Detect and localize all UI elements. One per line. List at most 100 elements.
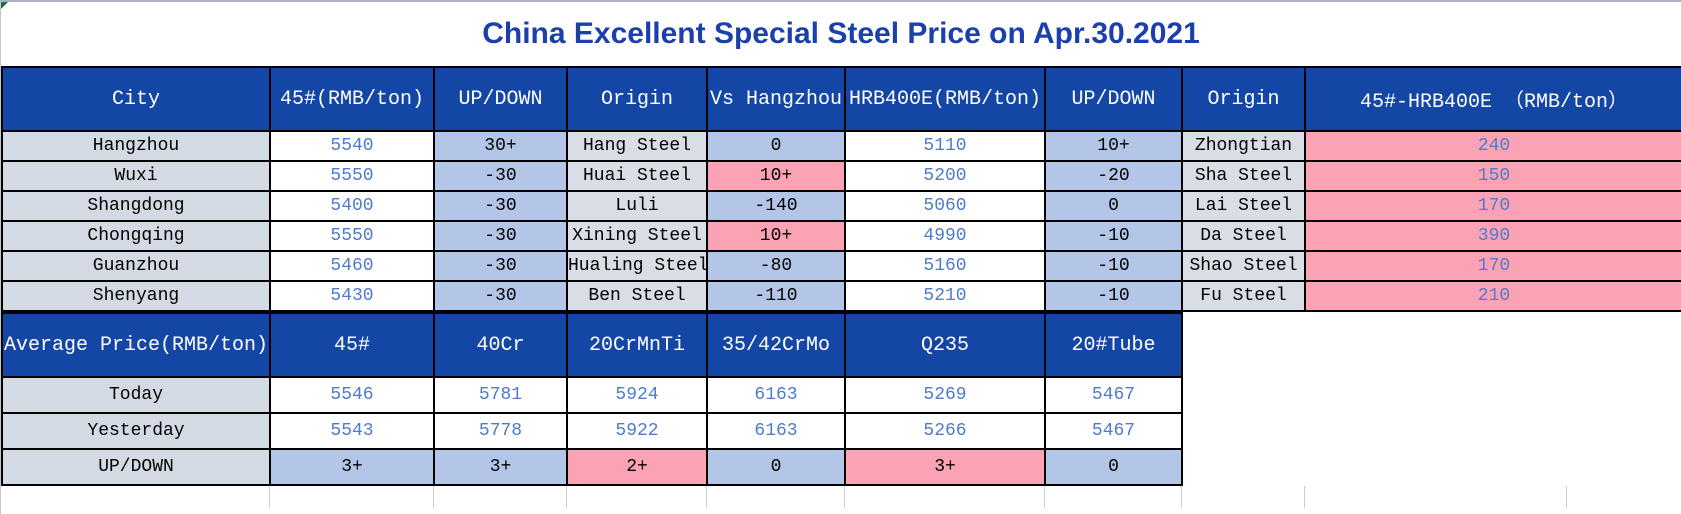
cell-vs-hangzhou: 10+: [706, 160, 846, 192]
gridline-stub: [706, 486, 707, 508]
header-grade-20crmnti: 20CrMnTi: [566, 312, 708, 378]
cell-origin-45: Huai Steel: [566, 160, 708, 192]
cell-origin-hrb400e: Lai Steel: [1181, 190, 1306, 222]
table-row-updown: UP/DOWN 3+ 3+ 2+ 0 3+ 0: [1, 448, 1183, 486]
header-grade-q235: Q235: [844, 312, 1046, 378]
cell-avg-updown: 3+: [433, 448, 568, 486]
gridline-stub: [1566, 486, 1567, 508]
cell-45-updown: -30: [433, 280, 568, 312]
cell-avg-value: 6163: [706, 376, 846, 414]
cell-avg-value: 5269: [844, 376, 1046, 414]
cell-avg-value: 5467: [1044, 376, 1183, 414]
header-vs-hangzhou: Vs Hangzhou: [706, 66, 846, 132]
cell-origin-hrb400e: Fu Steel: [1181, 280, 1306, 312]
table-row-yesterday: Yesterday 5543 5778 5922 6163 5266 5467: [1, 412, 1183, 450]
header-grade-45: 45#: [269, 312, 435, 378]
cell-price-diff: 150: [1304, 160, 1681, 192]
cell-45-updown: -30: [433, 160, 568, 192]
cell-45-price: 5550: [269, 220, 435, 252]
gridline-stub: [566, 486, 567, 508]
cell-avg-updown: 0: [706, 448, 846, 486]
cell-city: Wuxi: [1, 160, 271, 192]
price-table-header-row: City 45#(RMB/ton) UP/DOWN Origin Vs Hang…: [1, 66, 1681, 132]
cell-city: Hangzhou: [1, 130, 271, 162]
cell-45-price: 5540: [269, 130, 435, 162]
table-row-hangzhou: Hangzhou 5540 30+ Hang Steel 0 5110 10+ …: [1, 130, 1681, 162]
cell-vs-hangzhou: -140: [706, 190, 846, 222]
cell-price-diff: 210: [1304, 280, 1681, 312]
row-label-updown: UP/DOWN: [1, 448, 271, 486]
table-row-chongqing: Chongqing 5550 -30 Xining Steel 10+ 4990…: [1, 220, 1681, 252]
cell-hrb400e-price: 5060: [844, 190, 1046, 222]
cell-vs-hangzhou: -110: [706, 280, 846, 312]
cell-avg-value: 5924: [566, 376, 708, 414]
cell-avg-value: 5266: [844, 412, 1046, 450]
cell-hrb400e-price: 5160: [844, 250, 1046, 282]
cell-45-price: 5550: [269, 160, 435, 192]
row-label-yesterday: Yesterday: [1, 412, 271, 450]
cell-45-updown: 30+: [433, 130, 568, 162]
header-grade-20tube: 20#Tube: [1044, 312, 1183, 378]
table-row-shangdong: Shangdong 5400 -30 Luli -140 5060 0 Lai …: [1, 190, 1681, 222]
cell-avg-updown: 0: [1044, 448, 1183, 486]
cell-hrb400e-updown: 0: [1044, 190, 1183, 222]
cell-city: Chongqing: [1, 220, 271, 252]
cell-hrb400e-updown: -20: [1044, 160, 1183, 192]
gridline-stub: [433, 486, 434, 508]
gridline-stub: [269, 486, 270, 508]
cell-origin-hrb400e: Sha Steel: [1181, 160, 1306, 192]
cell-origin-hrb400e: Da Steel: [1181, 220, 1306, 252]
cell-origin-hrb400e: Shao Steel: [1181, 250, 1306, 282]
header-origin-hrb400e: Origin: [1181, 66, 1306, 132]
header-45-updown: UP/DOWN: [433, 66, 568, 132]
cell-hrb400e-updown: 10+: [1044, 130, 1183, 162]
header-average-price: Average Price(RMB/ton): [1, 312, 271, 378]
cell-avg-value: 5781: [433, 376, 568, 414]
header-grade-40cr: 40Cr: [433, 312, 568, 378]
header-45-price: 45#(RMB/ton): [269, 66, 435, 132]
cell-origin-45: Ben Steel: [566, 280, 708, 312]
cell-city: Guanzhou: [1, 250, 271, 282]
page-title: China Excellent Special Steel Price on A…: [482, 17, 1200, 50]
cell-vs-hangzhou: 10+: [706, 220, 846, 252]
table-row-today: Today 5546 5781 5924 6163 5269 5467: [1, 376, 1183, 414]
cell-avg-value: 5546: [269, 376, 435, 414]
cell-vs-hangzhou: 0: [706, 130, 846, 162]
cell-avg-value: 5922: [566, 412, 708, 450]
row-label-today: Today: [1, 376, 271, 414]
cell-hrb400e-updown: -10: [1044, 250, 1183, 282]
average-table-header-row: Average Price(RMB/ton) 45# 40Cr 20CrMnTi…: [1, 312, 1183, 378]
gridline-stub: [1044, 486, 1045, 508]
header-origin-45: Origin: [566, 66, 708, 132]
gridline-stub: [1181, 486, 1182, 508]
grid-remainder-area: [1, 486, 1681, 514]
price-table: City 45#(RMB/ton) UP/DOWN Origin Vs Hang…: [1, 66, 1681, 312]
cell-avg-value: 5543: [269, 412, 435, 450]
header-grade-3542crmo: 35/42CrMo: [706, 312, 846, 378]
cell-avg-value: 5778: [433, 412, 568, 450]
green-corner-marker: [1, 2, 8, 9]
average-price-table: Average Price(RMB/ton) 45# 40Cr 20CrMnTi…: [1, 312, 1183, 486]
cell-origin-hrb400e: Zhongtian: [1181, 130, 1306, 162]
cell-city: Shangdong: [1, 190, 271, 222]
cell-avg-updown: 3+: [269, 448, 435, 486]
cell-vs-hangzhou: -80: [706, 250, 846, 282]
cell-origin-45: Luli: [566, 190, 708, 222]
cell-hrb400e-price: 4990: [844, 220, 1046, 252]
cell-hrb400e-updown: -10: [1044, 280, 1183, 312]
cell-price-diff: 170: [1304, 250, 1681, 282]
cell-city: Shenyang: [1, 280, 271, 312]
cell-origin-45: Hualing Steel: [566, 250, 708, 282]
header-hrb400e-price: HRB400E(RMB/ton): [844, 66, 1046, 132]
cell-45-price: 5400: [269, 190, 435, 222]
cell-45-price: 5430: [269, 280, 435, 312]
table-row-guanzhou: Guanzhou 5460 -30 Hualing Steel -80 5160…: [1, 250, 1681, 282]
cell-45-updown: -30: [433, 250, 568, 282]
cell-origin-45: Hang Steel: [566, 130, 708, 162]
table-row-wuxi: Wuxi 5550 -30 Huai Steel 10+ 5200 -20 Sh…: [1, 160, 1681, 192]
cell-hrb400e-price: 5110: [844, 130, 1046, 162]
cell-45-updown: -30: [433, 220, 568, 252]
cell-price-diff: 240: [1304, 130, 1681, 162]
header-city: City: [1, 66, 271, 132]
